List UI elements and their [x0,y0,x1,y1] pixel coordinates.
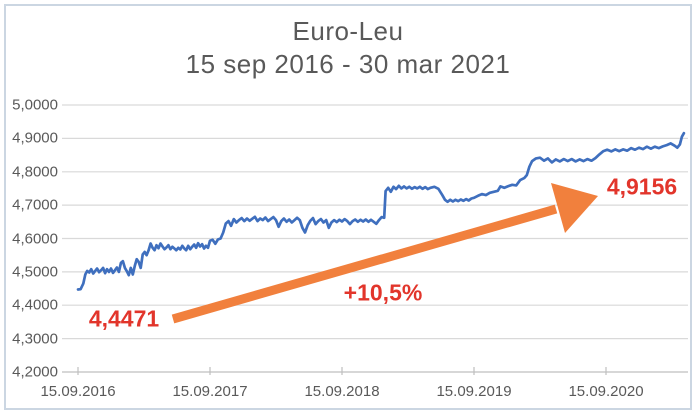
y-tick-label: 4,7000 [12,196,58,214]
y-tick-label: 4,9000 [12,129,58,147]
x-tick-label: 15.09.2016 [40,383,116,400]
x-tick-label: 15.09.2020 [568,383,644,400]
chart-subtitle: 15 sep 2016 - 30 mar 2021 [185,49,511,79]
chart-title: Euro-Leu [292,16,404,46]
y-tick-label: 4,2000 [12,363,58,381]
percent-change-label: +10,5% [343,279,423,306]
growth-arrow-shaft [171,204,558,324]
y-tick-label: 4,3000 [12,330,58,348]
x-tick-label: 15.09.2017 [172,383,248,400]
y-tick-label: 4,6000 [12,230,58,247]
y-tick-label: 4,8000 [12,163,58,181]
growth-arrow-head [551,183,598,233]
y-tick-label: 5,0000 [12,96,58,114]
y-tick-label: 4,5000 [12,263,58,281]
y-tick-label: 4,4000 [12,296,58,314]
exchange-rate-line [76,131,686,291]
x-tick-label: 15.09.2018 [304,383,380,400]
x-tick-label: 15.09.2019 [436,383,512,400]
end-value-label: 4,9156 [606,173,678,200]
start-value-label: 4,4471 [88,305,160,332]
